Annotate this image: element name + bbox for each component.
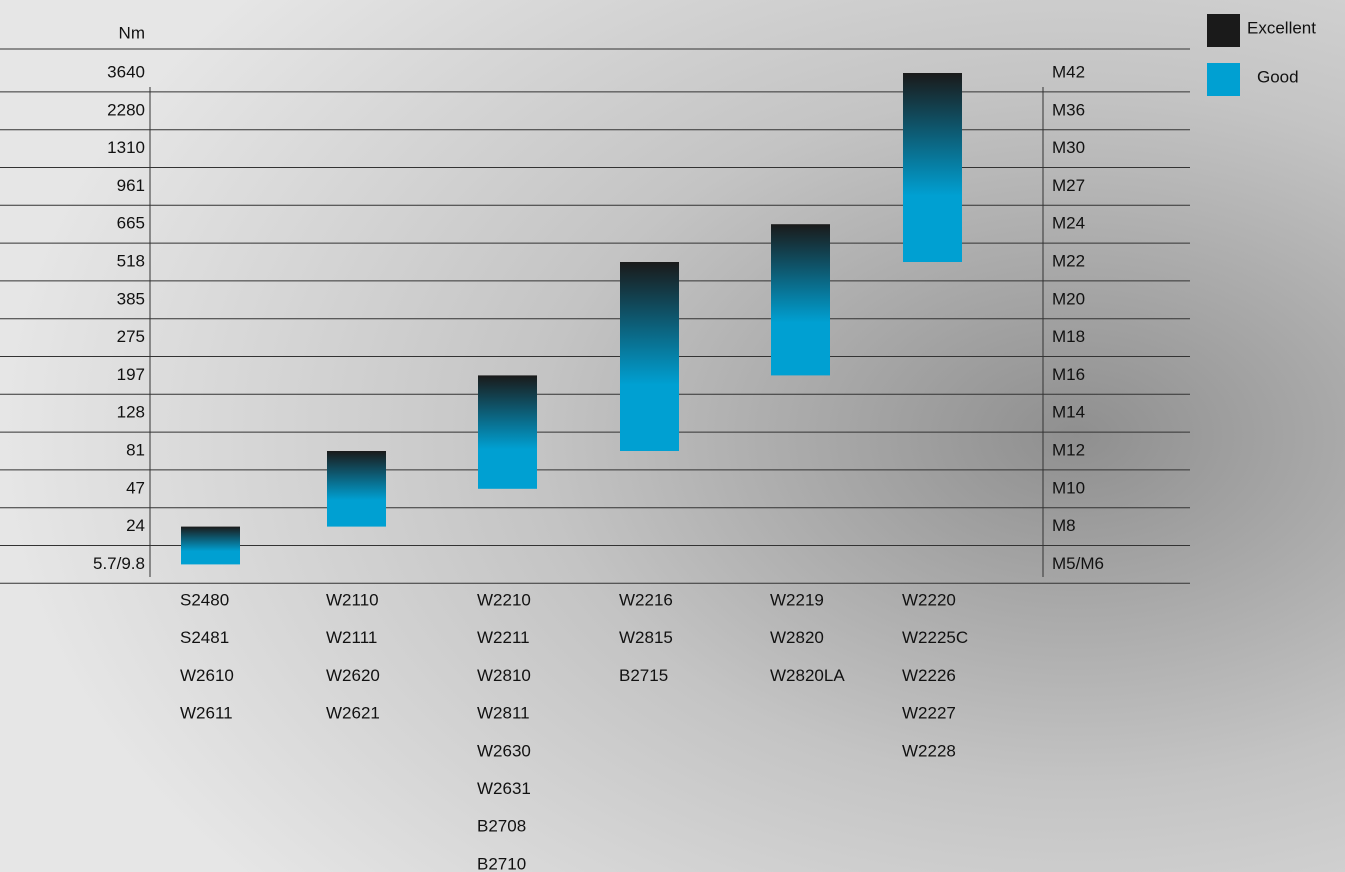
model-label: B2715 xyxy=(619,666,668,685)
legend-swatch xyxy=(1207,63,1240,96)
range-bar xyxy=(903,73,962,262)
model-label: W2219 xyxy=(770,590,824,609)
y-tick-label: 1310 xyxy=(107,138,145,157)
model-label: S2481 xyxy=(180,628,229,647)
y-tick-label: 24 xyxy=(126,516,145,535)
model-label: W2228 xyxy=(902,741,956,760)
model-label: W2227 xyxy=(902,704,956,723)
model-label: B2708 xyxy=(477,817,526,836)
model-label: W2630 xyxy=(477,741,531,760)
model-label: S2480 xyxy=(180,590,229,609)
bolt-size-label: M16 xyxy=(1052,365,1085,384)
model-label: W2620 xyxy=(326,666,380,685)
bolt-size-label: M22 xyxy=(1052,251,1085,270)
model-label: W2611 xyxy=(180,704,233,723)
y-tick-label: 81 xyxy=(126,440,145,459)
model-label: W2631 xyxy=(477,779,531,798)
model-label: B2710 xyxy=(477,854,526,872)
model-label: W2815 xyxy=(619,628,673,647)
legend-swatch xyxy=(1207,14,1240,47)
y-tick-label: 961 xyxy=(117,176,145,195)
model-label: W2820 xyxy=(770,628,824,647)
y-tick-label: 47 xyxy=(126,478,145,497)
range-bar xyxy=(771,224,830,375)
model-label: W2811 xyxy=(477,704,530,723)
bolt-size-label: M42 xyxy=(1052,62,1085,81)
y-label: Nm xyxy=(119,23,145,42)
bolt-size-label: M18 xyxy=(1052,327,1085,346)
range-bar xyxy=(478,375,537,488)
range-bar xyxy=(181,527,240,565)
bolt-size-label: M27 xyxy=(1052,176,1085,195)
model-label: W2820LA xyxy=(770,666,845,685)
model-label: W2810 xyxy=(477,666,531,685)
bolt-size-label: M14 xyxy=(1052,403,1085,422)
range-bar xyxy=(620,262,679,451)
range-bar xyxy=(327,451,386,527)
y-tick-label: 518 xyxy=(117,251,145,270)
bolt-size-label: M20 xyxy=(1052,289,1085,308)
model-label: W2610 xyxy=(180,666,234,685)
y-tick-label: 275 xyxy=(117,327,145,346)
model-label: W2211 xyxy=(477,628,530,647)
bolt-size-label: M5/M6 xyxy=(1052,554,1104,573)
y-tick-label: 665 xyxy=(117,214,145,233)
y-tick-label: 128 xyxy=(117,403,145,422)
chart: Nm 3640 M42 2280 M36 1310 M30 961 M27 665 M24 518 M… xyxy=(0,0,1345,872)
bolt-size-label: M30 xyxy=(1052,138,1085,157)
model-label: W2111 xyxy=(326,628,377,647)
bolt-size-label: M24 xyxy=(1052,214,1085,233)
model-label: W2220 xyxy=(902,590,956,609)
bolt-size-label: M10 xyxy=(1052,478,1085,497)
y-tick-label: 5.7/9.8 xyxy=(93,554,145,573)
y-tick-label: 385 xyxy=(117,289,145,308)
model-label: W2210 xyxy=(477,590,531,609)
legend-label: Excellent xyxy=(1247,18,1316,37)
bolt-size-label: M8 xyxy=(1052,516,1076,535)
model-label: W2216 xyxy=(619,590,673,609)
y-tick-label: 197 xyxy=(117,365,145,384)
legend-label: Good xyxy=(1257,67,1299,86)
y-tick-label: 2280 xyxy=(107,100,145,119)
bolt-size-label: M36 xyxy=(1052,100,1085,119)
model-label: W2225C xyxy=(902,628,968,647)
y-tick-label: 3640 xyxy=(107,62,145,81)
model-label: W2621 xyxy=(326,704,380,723)
bolt-size-label: M12 xyxy=(1052,440,1085,459)
model-label: W2226 xyxy=(902,666,956,685)
model-label: W2110 xyxy=(326,590,379,609)
